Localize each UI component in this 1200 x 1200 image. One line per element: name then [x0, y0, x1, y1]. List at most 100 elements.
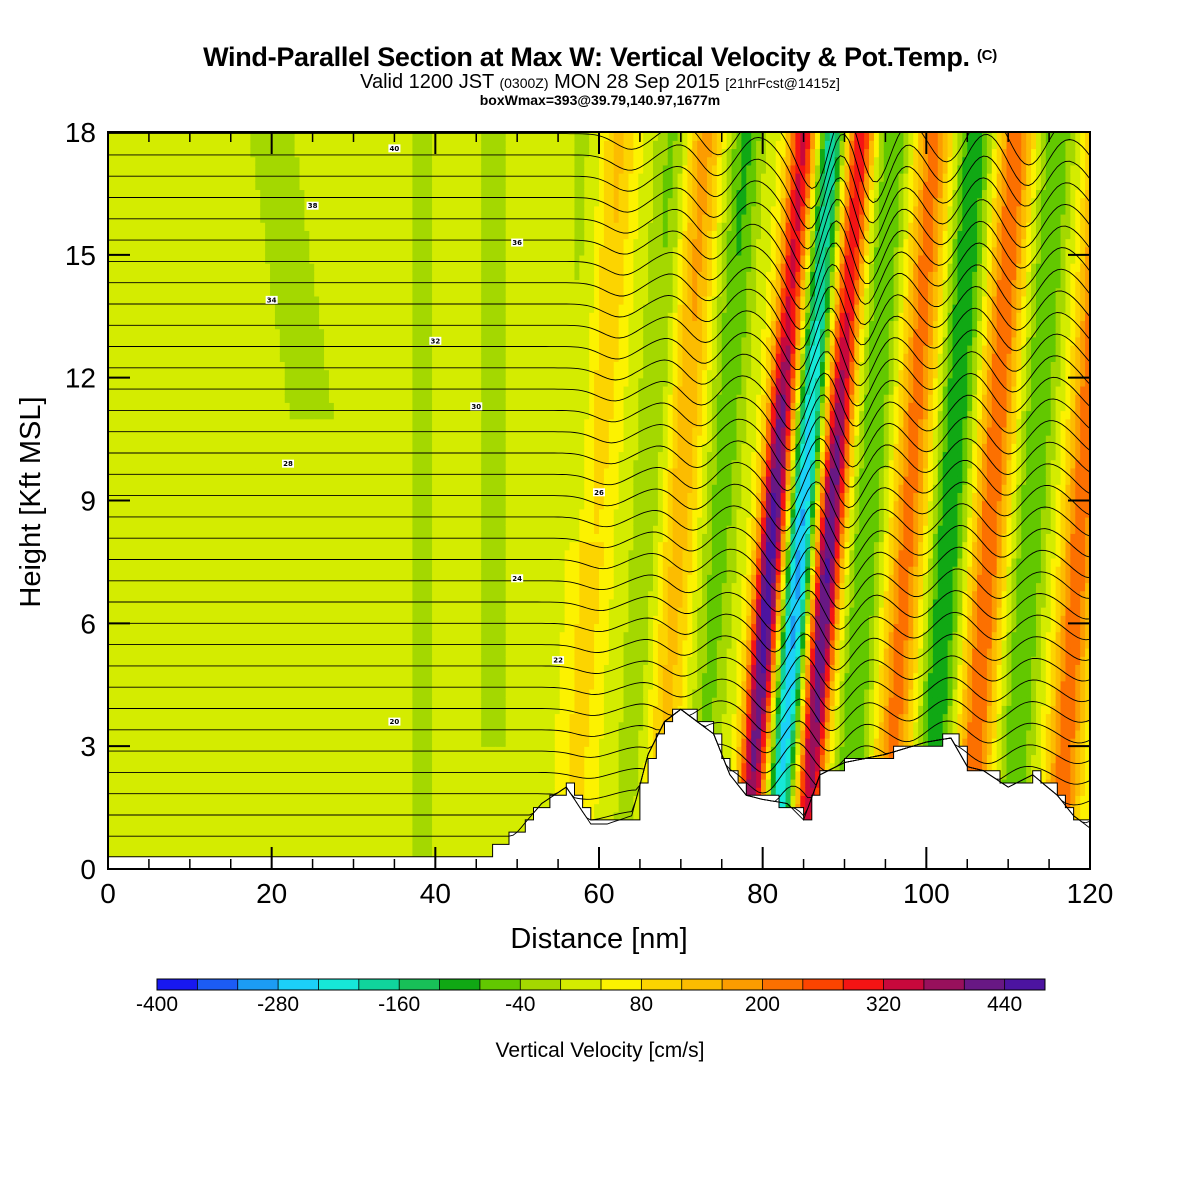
field-cell	[147, 181, 153, 191]
field-cell	[147, 132, 153, 141]
field-cell	[373, 516, 379, 526]
field-cell	[284, 271, 291, 281]
field-cell	[162, 762, 168, 772]
field-cell	[201, 623, 207, 633]
field-cell	[142, 164, 148, 174]
field-cell	[117, 770, 124, 780]
field-cell	[137, 132, 144, 141]
field-cell	[245, 713, 252, 723]
field-cell	[181, 336, 188, 346]
field-cell	[206, 778, 212, 788]
field-cell	[343, 181, 350, 191]
field-cell	[274, 836, 281, 846]
field-cell	[220, 647, 227, 657]
field-cell	[142, 254, 148, 264]
field-cell	[309, 590, 315, 600]
field-cell	[122, 344, 129, 354]
field-cell	[260, 197, 266, 207]
field-cell	[294, 787, 301, 796]
field-cell	[225, 287, 232, 297]
field-cell	[147, 205, 153, 215]
field-cell	[181, 500, 188, 510]
field-cell	[279, 574, 286, 584]
field-cell	[147, 287, 153, 297]
field-cell	[289, 434, 296, 444]
field-cell	[304, 811, 311, 821]
field-cell	[122, 819, 129, 829]
field-cell	[186, 664, 193, 674]
field-cell	[328, 574, 335, 584]
field-cell	[201, 164, 207, 174]
field-cell	[274, 295, 281, 305]
field-cell	[294, 451, 301, 461]
field-cell	[186, 803, 193, 813]
field-cell	[186, 402, 193, 412]
field-cell	[255, 369, 261, 379]
field-cell	[152, 426, 158, 436]
field-cell	[220, 213, 227, 223]
field-cell	[294, 754, 301, 764]
field-cell	[324, 844, 330, 854]
field-cell	[230, 426, 237, 436]
field-cell	[250, 132, 256, 141]
field-cell	[338, 164, 345, 174]
field-cell	[122, 205, 129, 215]
field-cell	[152, 590, 158, 600]
field-cell	[216, 132, 222, 141]
field-cell	[289, 721, 296, 731]
field-cell	[348, 787, 355, 796]
field-cell	[132, 263, 139, 272]
field-cell	[250, 721, 256, 731]
field-cell	[142, 287, 148, 297]
field-cell	[274, 623, 281, 633]
field-cell	[319, 737, 325, 747]
field-cell	[378, 697, 384, 706]
field-cell	[235, 156, 242, 166]
field-cell	[324, 492, 330, 502]
field-cell	[294, 303, 301, 313]
field-cell	[191, 705, 198, 715]
field-cell	[304, 369, 311, 379]
field-cell	[117, 148, 124, 158]
field-cell	[132, 598, 139, 608]
field-cell	[373, 525, 379, 534]
field-cell	[358, 770, 365, 780]
field-cell	[206, 181, 212, 191]
field-cell	[255, 525, 261, 534]
field-cell	[206, 475, 212, 485]
field-cell	[117, 140, 124, 150]
field-cell	[245, 263, 252, 272]
field-cell	[142, 664, 148, 674]
field-cell	[284, 402, 291, 412]
field-cell	[378, 656, 384, 665]
field-cell	[162, 754, 168, 764]
field-cell	[201, 631, 207, 641]
field-cell	[279, 336, 286, 346]
field-cell	[117, 705, 124, 715]
field-cell	[220, 320, 227, 330]
field-cell	[211, 295, 217, 305]
field-cell	[122, 353, 129, 362]
field-cell	[333, 361, 340, 371]
field-cell	[240, 303, 247, 313]
field-cell	[142, 811, 148, 821]
field-cell	[353, 811, 360, 821]
field-cell	[274, 697, 281, 706]
field-cell	[309, 369, 315, 379]
field-cell	[162, 811, 168, 821]
field-cell	[206, 787, 212, 796]
field-cell	[216, 377, 222, 387]
field-cell	[343, 828, 350, 837]
field-cell	[270, 574, 276, 584]
field-cell	[225, 631, 232, 641]
field-cell	[122, 140, 129, 150]
field-cell	[171, 811, 178, 821]
field-cell	[181, 459, 188, 469]
field-cell	[270, 213, 276, 223]
field-cell	[117, 500, 124, 510]
field-cell	[309, 762, 315, 772]
field-cell	[230, 623, 237, 633]
field-cell	[162, 402, 168, 412]
field-cell	[314, 819, 320, 829]
field-cell	[201, 697, 207, 706]
